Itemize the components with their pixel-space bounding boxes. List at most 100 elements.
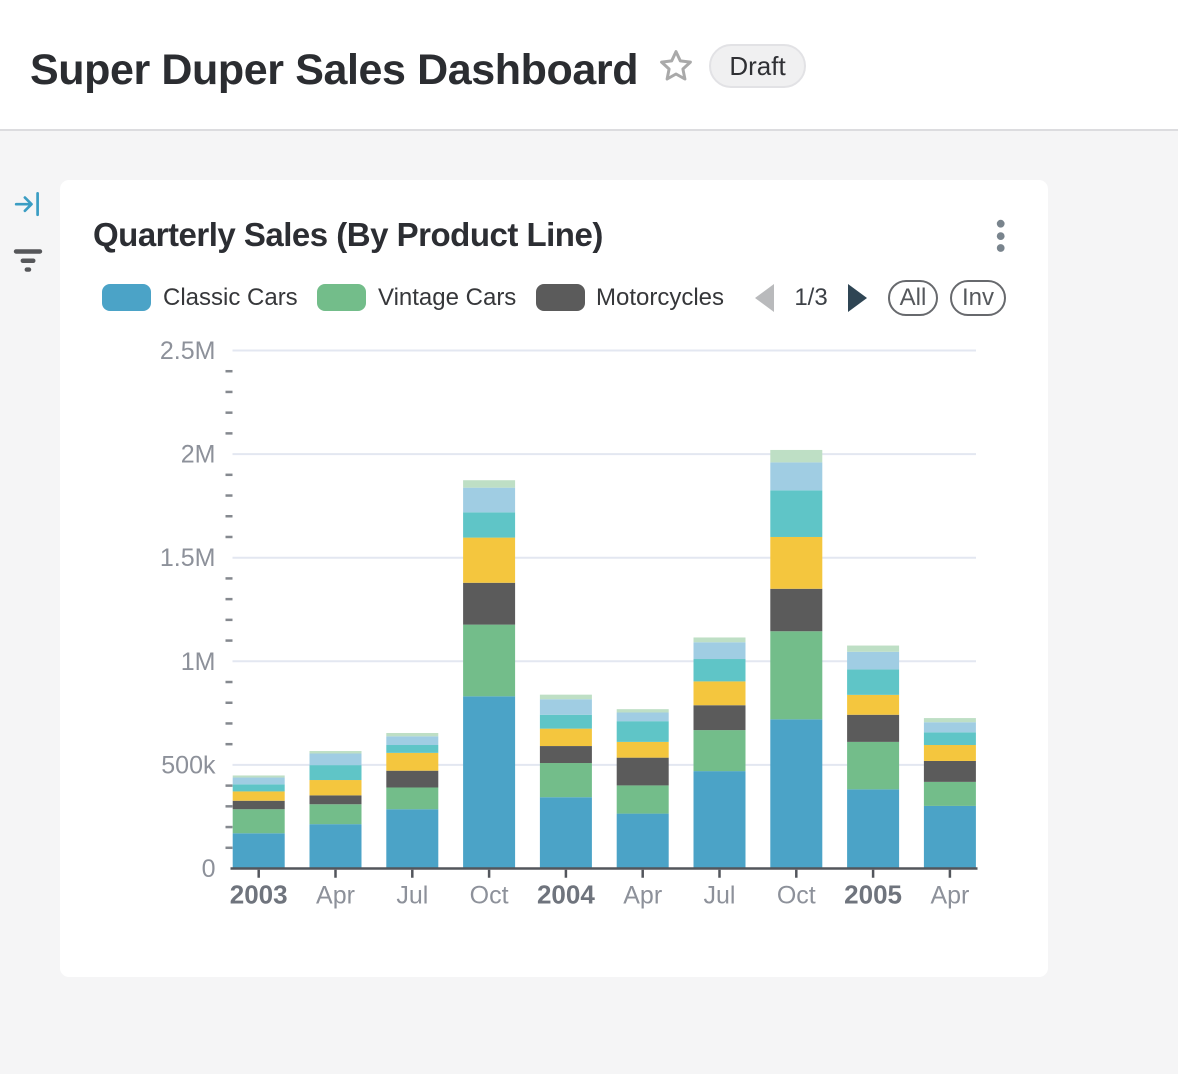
bar-segment bbox=[693, 681, 746, 706]
svg-text:2M: 2M bbox=[181, 441, 216, 469]
bar-segment bbox=[539, 694, 592, 700]
bar-segment bbox=[847, 669, 900, 695]
bar-segment bbox=[847, 741, 900, 790]
collapse-panel-button[interactable] bbox=[13, 190, 41, 218]
bar-segment bbox=[309, 751, 362, 754]
bar-segment bbox=[770, 719, 823, 869]
bar-segment bbox=[463, 624, 516, 697]
legend-swatch-motorcycles[interactable] bbox=[536, 284, 585, 311]
header-divider bbox=[0, 129, 1178, 131]
bar-segment bbox=[923, 781, 976, 806]
legend-prev-page-button[interactable] bbox=[755, 284, 774, 312]
bar-segment bbox=[232, 791, 285, 801]
legend-swatch-vintage-cars[interactable] bbox=[317, 284, 366, 311]
legend-invert-button[interactable]: Inv bbox=[950, 280, 1006, 316]
legend-next-page-button[interactable] bbox=[848, 284, 867, 312]
svg-text:0: 0 bbox=[202, 855, 216, 883]
stacked-bar-chart: 0 500k 1M 1.5M 2M 2.5M 2003 Apr Jul Oct 2004 Apr Jul… bbox=[160, 337, 978, 910]
svg-text:2005: 2005 bbox=[844, 880, 902, 910]
bar-segment bbox=[463, 487, 516, 513]
legend-item-motorcycles[interactable]: Motorcycles bbox=[596, 284, 725, 311]
bar-segment bbox=[539, 728, 592, 747]
bar-segment bbox=[847, 651, 900, 670]
bar-segment bbox=[923, 745, 976, 761]
triangle-left-icon bbox=[755, 284, 774, 312]
bar-segment bbox=[923, 718, 976, 723]
bar-segment bbox=[770, 490, 823, 537]
legend-item-classic-cars[interactable]: Classic Cars bbox=[163, 284, 298, 311]
status-badge: Draft bbox=[709, 44, 806, 88]
bar-segment bbox=[539, 699, 592, 715]
bar-segment bbox=[539, 763, 592, 798]
bar-segment bbox=[770, 536, 823, 589]
bar-segment bbox=[386, 809, 439, 869]
svg-text:Oct: Oct bbox=[777, 882, 816, 910]
bar-segment bbox=[770, 631, 823, 720]
bar-segment bbox=[232, 775, 285, 778]
svg-text:500k: 500k bbox=[161, 751, 216, 779]
bar-segment bbox=[309, 753, 362, 766]
bar-segment bbox=[539, 746, 592, 764]
bar-segment bbox=[539, 714, 592, 729]
chart-y-axis-labels: 0 500k 1M 1.5M 2M 2.5M bbox=[160, 337, 216, 883]
star-icon bbox=[660, 50, 692, 81]
bar-segment bbox=[693, 637, 746, 643]
svg-text:Jul: Jul bbox=[396, 882, 428, 910]
bar-segment bbox=[847, 714, 900, 742]
kebab-menu-icon bbox=[996, 219, 1005, 252]
legend-select-all-button[interactable]: All bbox=[888, 280, 938, 316]
bar-segment bbox=[847, 645, 900, 652]
bar-segment bbox=[232, 809, 285, 834]
bar-segment bbox=[386, 736, 439, 746]
bar-segment bbox=[770, 588, 823, 632]
bar-segment bbox=[693, 705, 746, 731]
bar-segment bbox=[463, 480, 516, 488]
svg-text:Oct: Oct bbox=[470, 882, 509, 910]
svg-text:Apr: Apr bbox=[316, 882, 355, 910]
bar-segment bbox=[232, 833, 285, 869]
bar-segment bbox=[847, 789, 900, 869]
svg-text:2.5M: 2.5M bbox=[160, 337, 216, 365]
bar-segment bbox=[386, 787, 439, 810]
bar-segment bbox=[616, 709, 669, 713]
bar-segment bbox=[847, 694, 900, 715]
filter-icon bbox=[13, 249, 43, 272]
bar-segment bbox=[693, 730, 746, 772]
legend-item-vintage-cars[interactable]: Vintage Cars bbox=[378, 284, 517, 311]
svg-text:1M: 1M bbox=[181, 648, 216, 676]
svg-text:1.5M: 1.5M bbox=[160, 544, 216, 572]
bar-segment bbox=[463, 582, 516, 625]
svg-text:Apr: Apr bbox=[623, 882, 662, 910]
bar-segment bbox=[309, 780, 362, 796]
legend-swatch-classic-cars[interactable] bbox=[102, 284, 151, 311]
bar-segment bbox=[232, 784, 285, 792]
triangle-right-icon bbox=[848, 284, 867, 312]
chart-x-axis bbox=[230, 867, 978, 878]
bar-segment bbox=[770, 462, 823, 491]
bar-segment bbox=[616, 785, 669, 814]
bar-segment bbox=[309, 765, 362, 781]
favorite-star-icon[interactable] bbox=[658, 48, 694, 84]
card-menu-button[interactable] bbox=[985, 212, 1017, 260]
legend-page-indicator: 1/3 bbox=[794, 284, 828, 311]
bar-segment bbox=[923, 760, 976, 782]
bar-segment bbox=[386, 745, 439, 753]
filter-button[interactable] bbox=[12, 246, 44, 274]
bar-segment bbox=[616, 721, 669, 742]
chart-card: Quarterly Sales (By Product Line) Classi… bbox=[60, 180, 1048, 977]
bar-segment bbox=[616, 757, 669, 786]
svg-text:Apr: Apr bbox=[930, 882, 969, 910]
bar-segment bbox=[616, 741, 669, 758]
bar-segment bbox=[309, 804, 362, 825]
chart-x-axis-labels: 2003 Apr Jul Oct 2004 Apr Jul Oct 2005 Apr bbox=[230, 880, 970, 910]
bar-segment bbox=[232, 777, 285, 785]
chart-y-minor-ticks bbox=[225, 369, 233, 850]
bar-segment bbox=[923, 722, 976, 733]
page-title: Super Duper Sales Dashboard bbox=[30, 46, 639, 94]
bar-segment bbox=[386, 752, 439, 771]
bar-segment bbox=[923, 805, 976, 869]
bar-segment bbox=[386, 770, 439, 788]
app-header: Super Duper Sales Dashboard Draft bbox=[0, 0, 1178, 129]
bar-segment bbox=[616, 813, 669, 869]
bar-segment bbox=[463, 512, 516, 538]
